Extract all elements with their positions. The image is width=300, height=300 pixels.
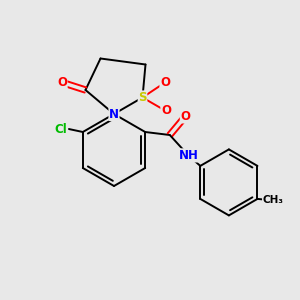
Text: NH: NH bbox=[178, 149, 198, 162]
Text: Cl: Cl bbox=[55, 122, 68, 136]
Text: O: O bbox=[180, 110, 190, 123]
Text: S: S bbox=[138, 91, 147, 104]
Text: O: O bbox=[160, 76, 170, 89]
Text: CH₃: CH₃ bbox=[262, 195, 284, 206]
Text: O: O bbox=[161, 104, 171, 118]
Text: N: N bbox=[109, 107, 119, 121]
Text: O: O bbox=[57, 76, 67, 89]
